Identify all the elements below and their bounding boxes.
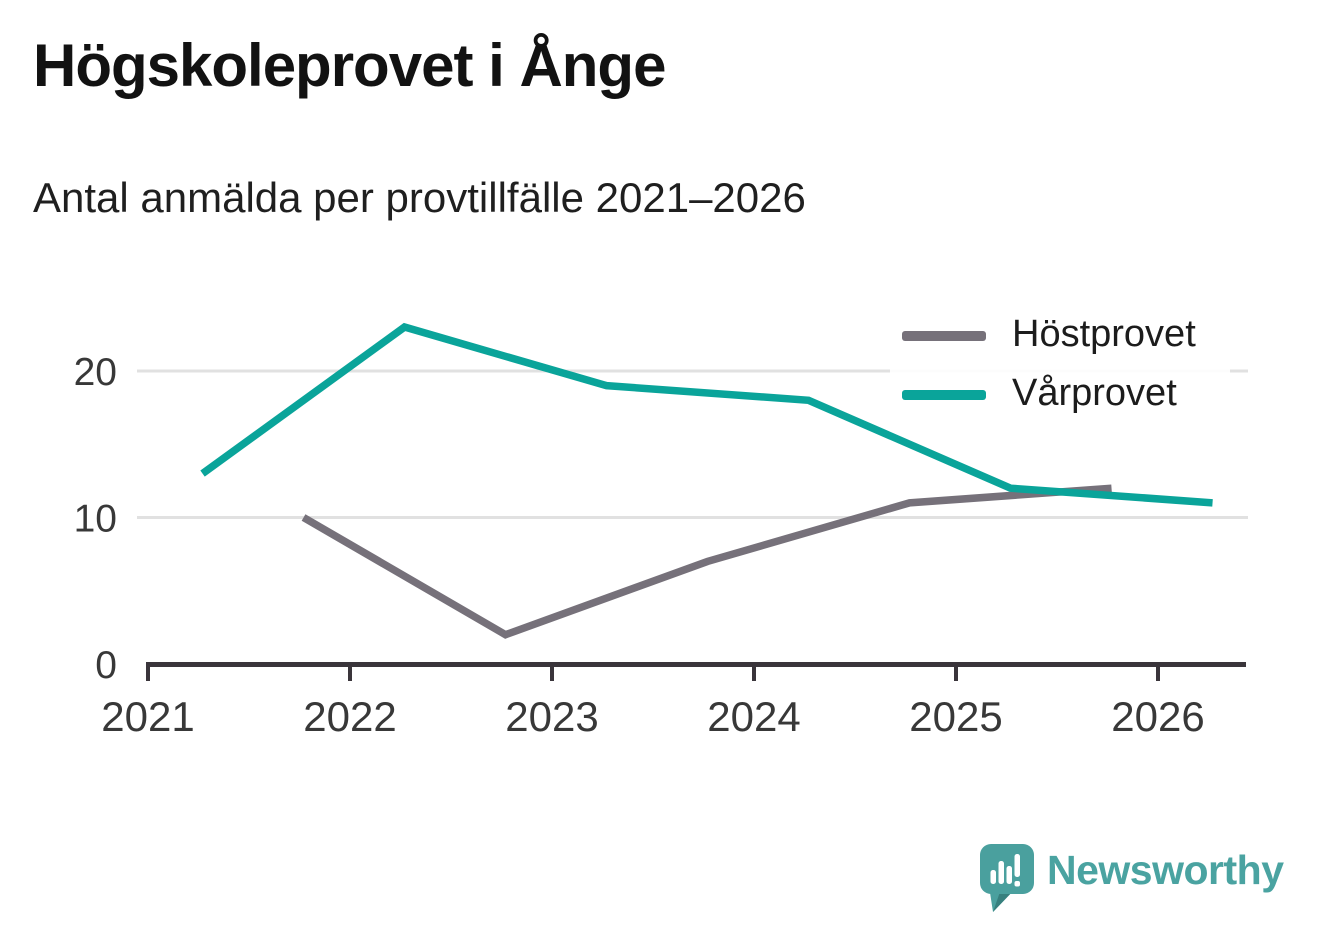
legend-item-hostprovet: Höstprovet [890,306,1230,365]
y-tick-label: 0 [95,644,117,687]
x-tick-label: 2026 [1111,693,1204,740]
y-tick-label: 20 [74,351,117,394]
x-tick-label: 2023 [505,693,598,740]
x-tick-label: 2025 [909,693,1002,740]
legend-swatch-varprovet [902,389,986,400]
newsworthy-logo-icon [980,844,1034,912]
page-title: Högskoleprovet i Ånge [33,32,666,99]
y-tick-label: 10 [74,498,117,541]
legend-swatch-hostprovet [902,330,986,341]
legend-item-varprovet: Vårprovet [890,365,1230,424]
chart-subtitle: Antal anmälda per provtillfälle 2021–202… [33,174,806,221]
x-tick-label: 2024 [707,693,800,740]
x-tick-label: 2022 [303,693,396,740]
legend-label-varprovet: Vårprovet [1012,371,1177,414]
series-line-h-stprovet [301,484,1112,639]
chart-legend: Höstprovet Vårprovet [890,300,1230,430]
legend-label-hostprovet: Höstprovet [1012,312,1196,355]
brand-footer: Newsworthy [980,844,1284,918]
x-tick-label: 2021 [101,693,194,740]
series-line-v-rprovet [200,322,1213,507]
brand-name: Newsworthy [1047,847,1284,893]
